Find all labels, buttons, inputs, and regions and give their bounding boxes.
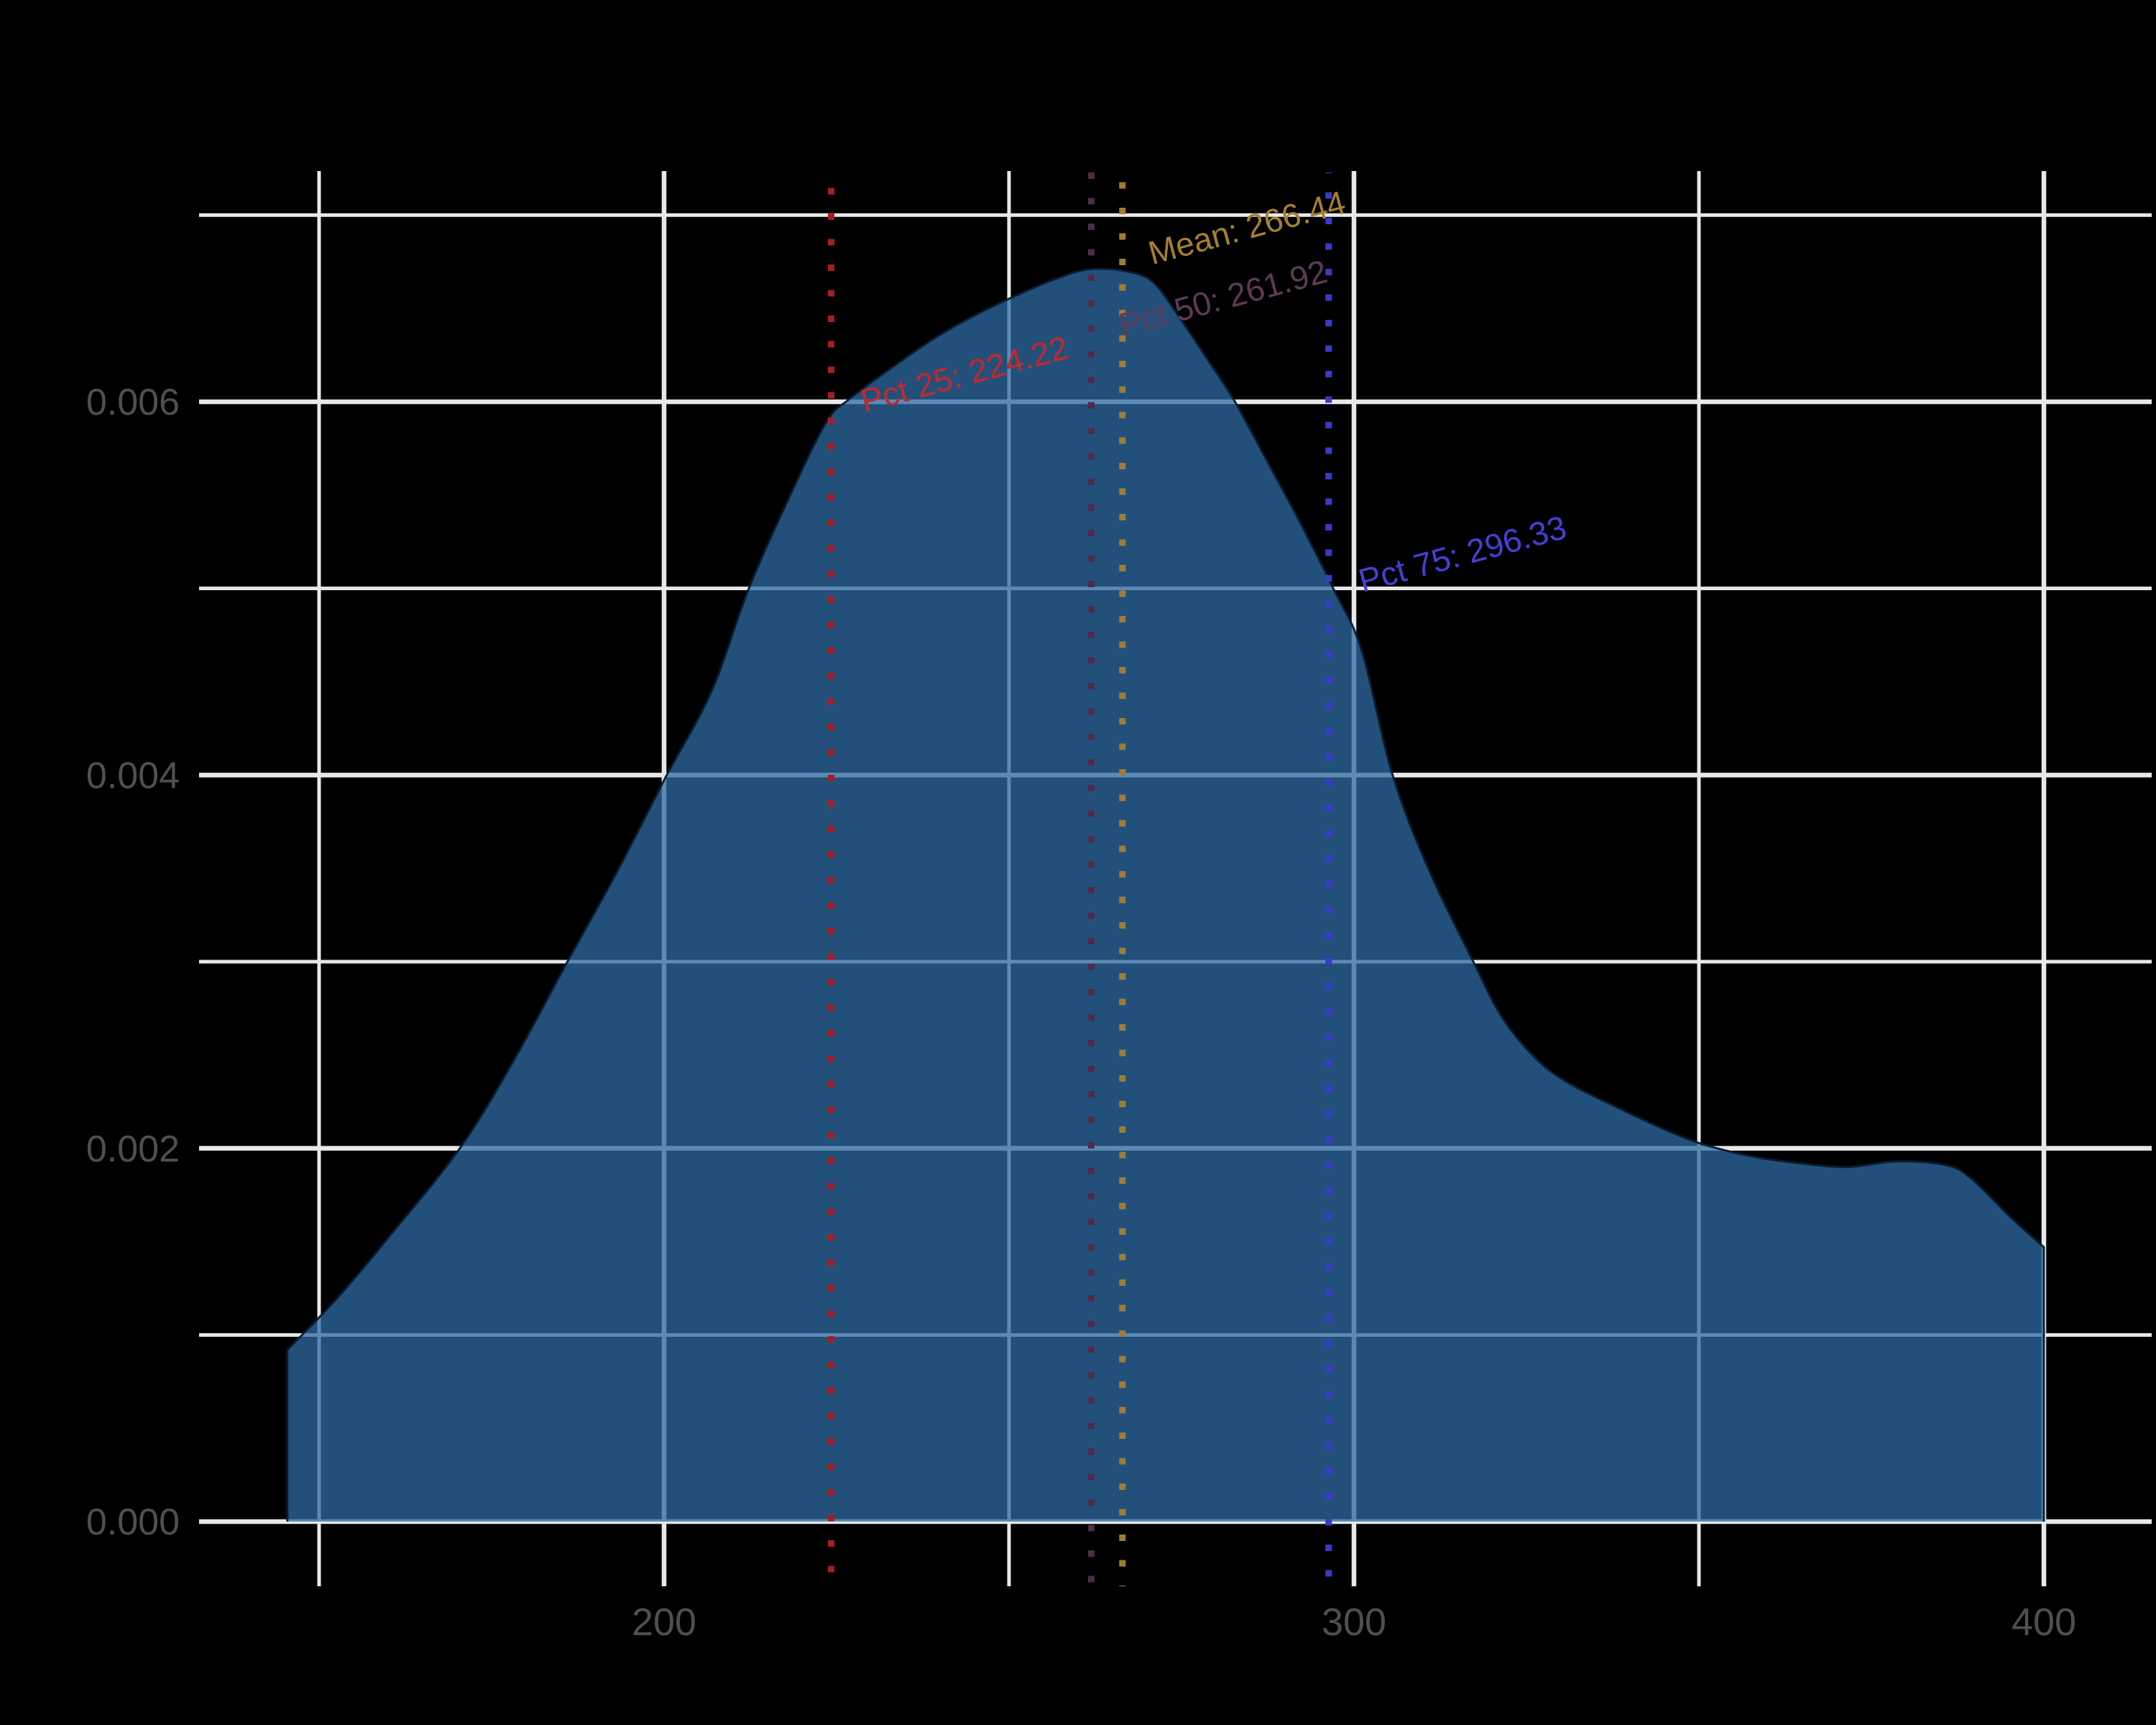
density-curve-outline <box>286 267 2045 1522</box>
density-area-layer <box>286 267 2045 1522</box>
density-area <box>287 268 2044 1522</box>
annotation-line-layer <box>828 172 1332 1586</box>
y-axis-tick-labels: 0.000 0.002 0.004 0.006 <box>86 382 180 1543</box>
x-tick-label: 200 <box>632 1601 696 1644</box>
x-axis-tick-labels: 200 300 400 <box>632 1601 2076 1644</box>
y-tick-label: 0.000 <box>86 1501 180 1543</box>
x-tick-label: 300 <box>1322 1601 1386 1644</box>
y-tick-label: 0.006 <box>86 382 180 423</box>
x-tick-label: 400 <box>2012 1601 2076 1644</box>
y-tick-label: 0.004 <box>86 755 180 797</box>
y-tick-label: 0.002 <box>86 1128 180 1170</box>
